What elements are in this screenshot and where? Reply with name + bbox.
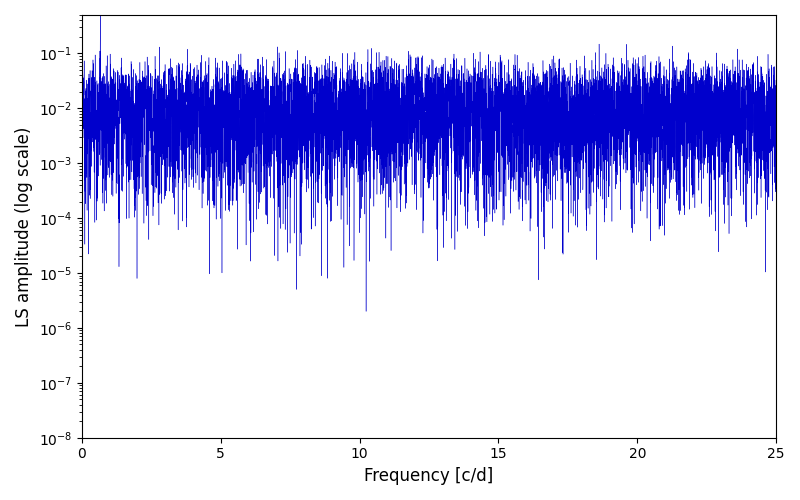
X-axis label: Frequency [c/d]: Frequency [c/d] [364,467,494,485]
Y-axis label: LS amplitude (log scale): LS amplitude (log scale) [15,126,33,326]
